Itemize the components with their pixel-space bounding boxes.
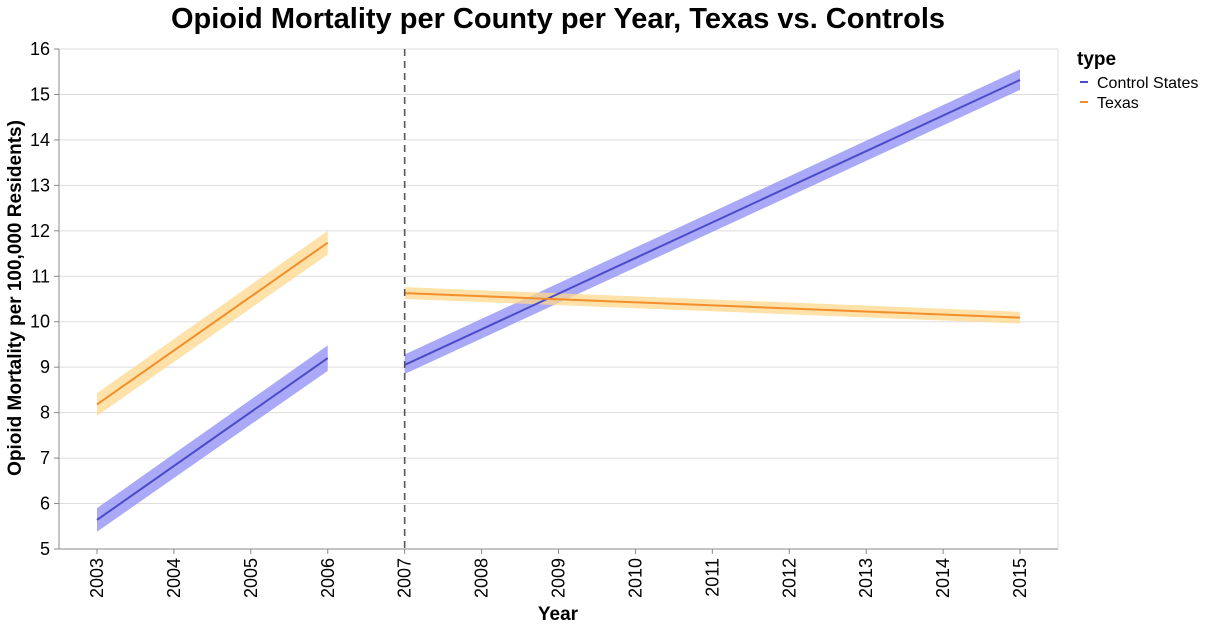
y-tick-label: 8 — [40, 403, 50, 423]
legend-label: Texas — [1097, 95, 1139, 112]
x-tick-label: 2015 — [1010, 558, 1030, 598]
axes: 5 6 7 8 9 10 11 12 13 14 15 16 2003 2004 2005 2006 2007 2… — [30, 39, 1058, 598]
x-tick-label: 2009 — [549, 558, 569, 598]
series-line — [404, 79, 1021, 366]
x-tick-label: 2004 — [164, 558, 184, 598]
x-tick-label: 2013 — [856, 558, 876, 598]
series-line — [404, 292, 1021, 319]
confidence-bands — [97, 69, 1021, 532]
x-tick-label: 2014 — [933, 558, 953, 598]
y-tick-label: 9 — [40, 357, 50, 377]
x-tick-label: 2005 — [241, 558, 261, 598]
chart-title: Opioid Mortality per County per Year, Te… — [171, 3, 945, 35]
x-tick-label: 2006 — [318, 558, 338, 598]
y-tick-label: 12 — [30, 221, 50, 241]
y-tick-label: 14 — [30, 130, 50, 150]
x-axis-title: Year — [538, 604, 579, 625]
y-tick-label: 10 — [30, 312, 50, 332]
legend: type Control States Texas — [1077, 49, 1198, 112]
y-tick-label: 7 — [40, 448, 50, 468]
x-tick-label: 2011 — [702, 558, 722, 597]
legend-title: type — [1077, 49, 1116, 70]
x-tick-label: 2008 — [472, 558, 492, 598]
y-tick-label: 6 — [40, 494, 50, 514]
y-tick-label: 5 — [40, 539, 50, 559]
x-tick-label: 2010 — [625, 558, 645, 598]
series-lines — [96, 49, 1021, 549]
x-tick-label: 2012 — [779, 558, 799, 598]
series-line — [96, 357, 329, 521]
y-tick-label: 15 — [30, 84, 50, 104]
y-axis-title: Opioid Mortality per 100,000 Residents) — [5, 120, 26, 476]
y-tick-label: 13 — [30, 175, 50, 195]
y-tick-label: 16 — [30, 39, 50, 59]
series-line — [96, 241, 329, 406]
legend-label: Control States — [1097, 75, 1198, 92]
x-tick-label: 2003 — [87, 558, 107, 598]
x-tick-label: 2007 — [395, 558, 415, 598]
y-tick-label: 11 — [31, 266, 50, 286]
